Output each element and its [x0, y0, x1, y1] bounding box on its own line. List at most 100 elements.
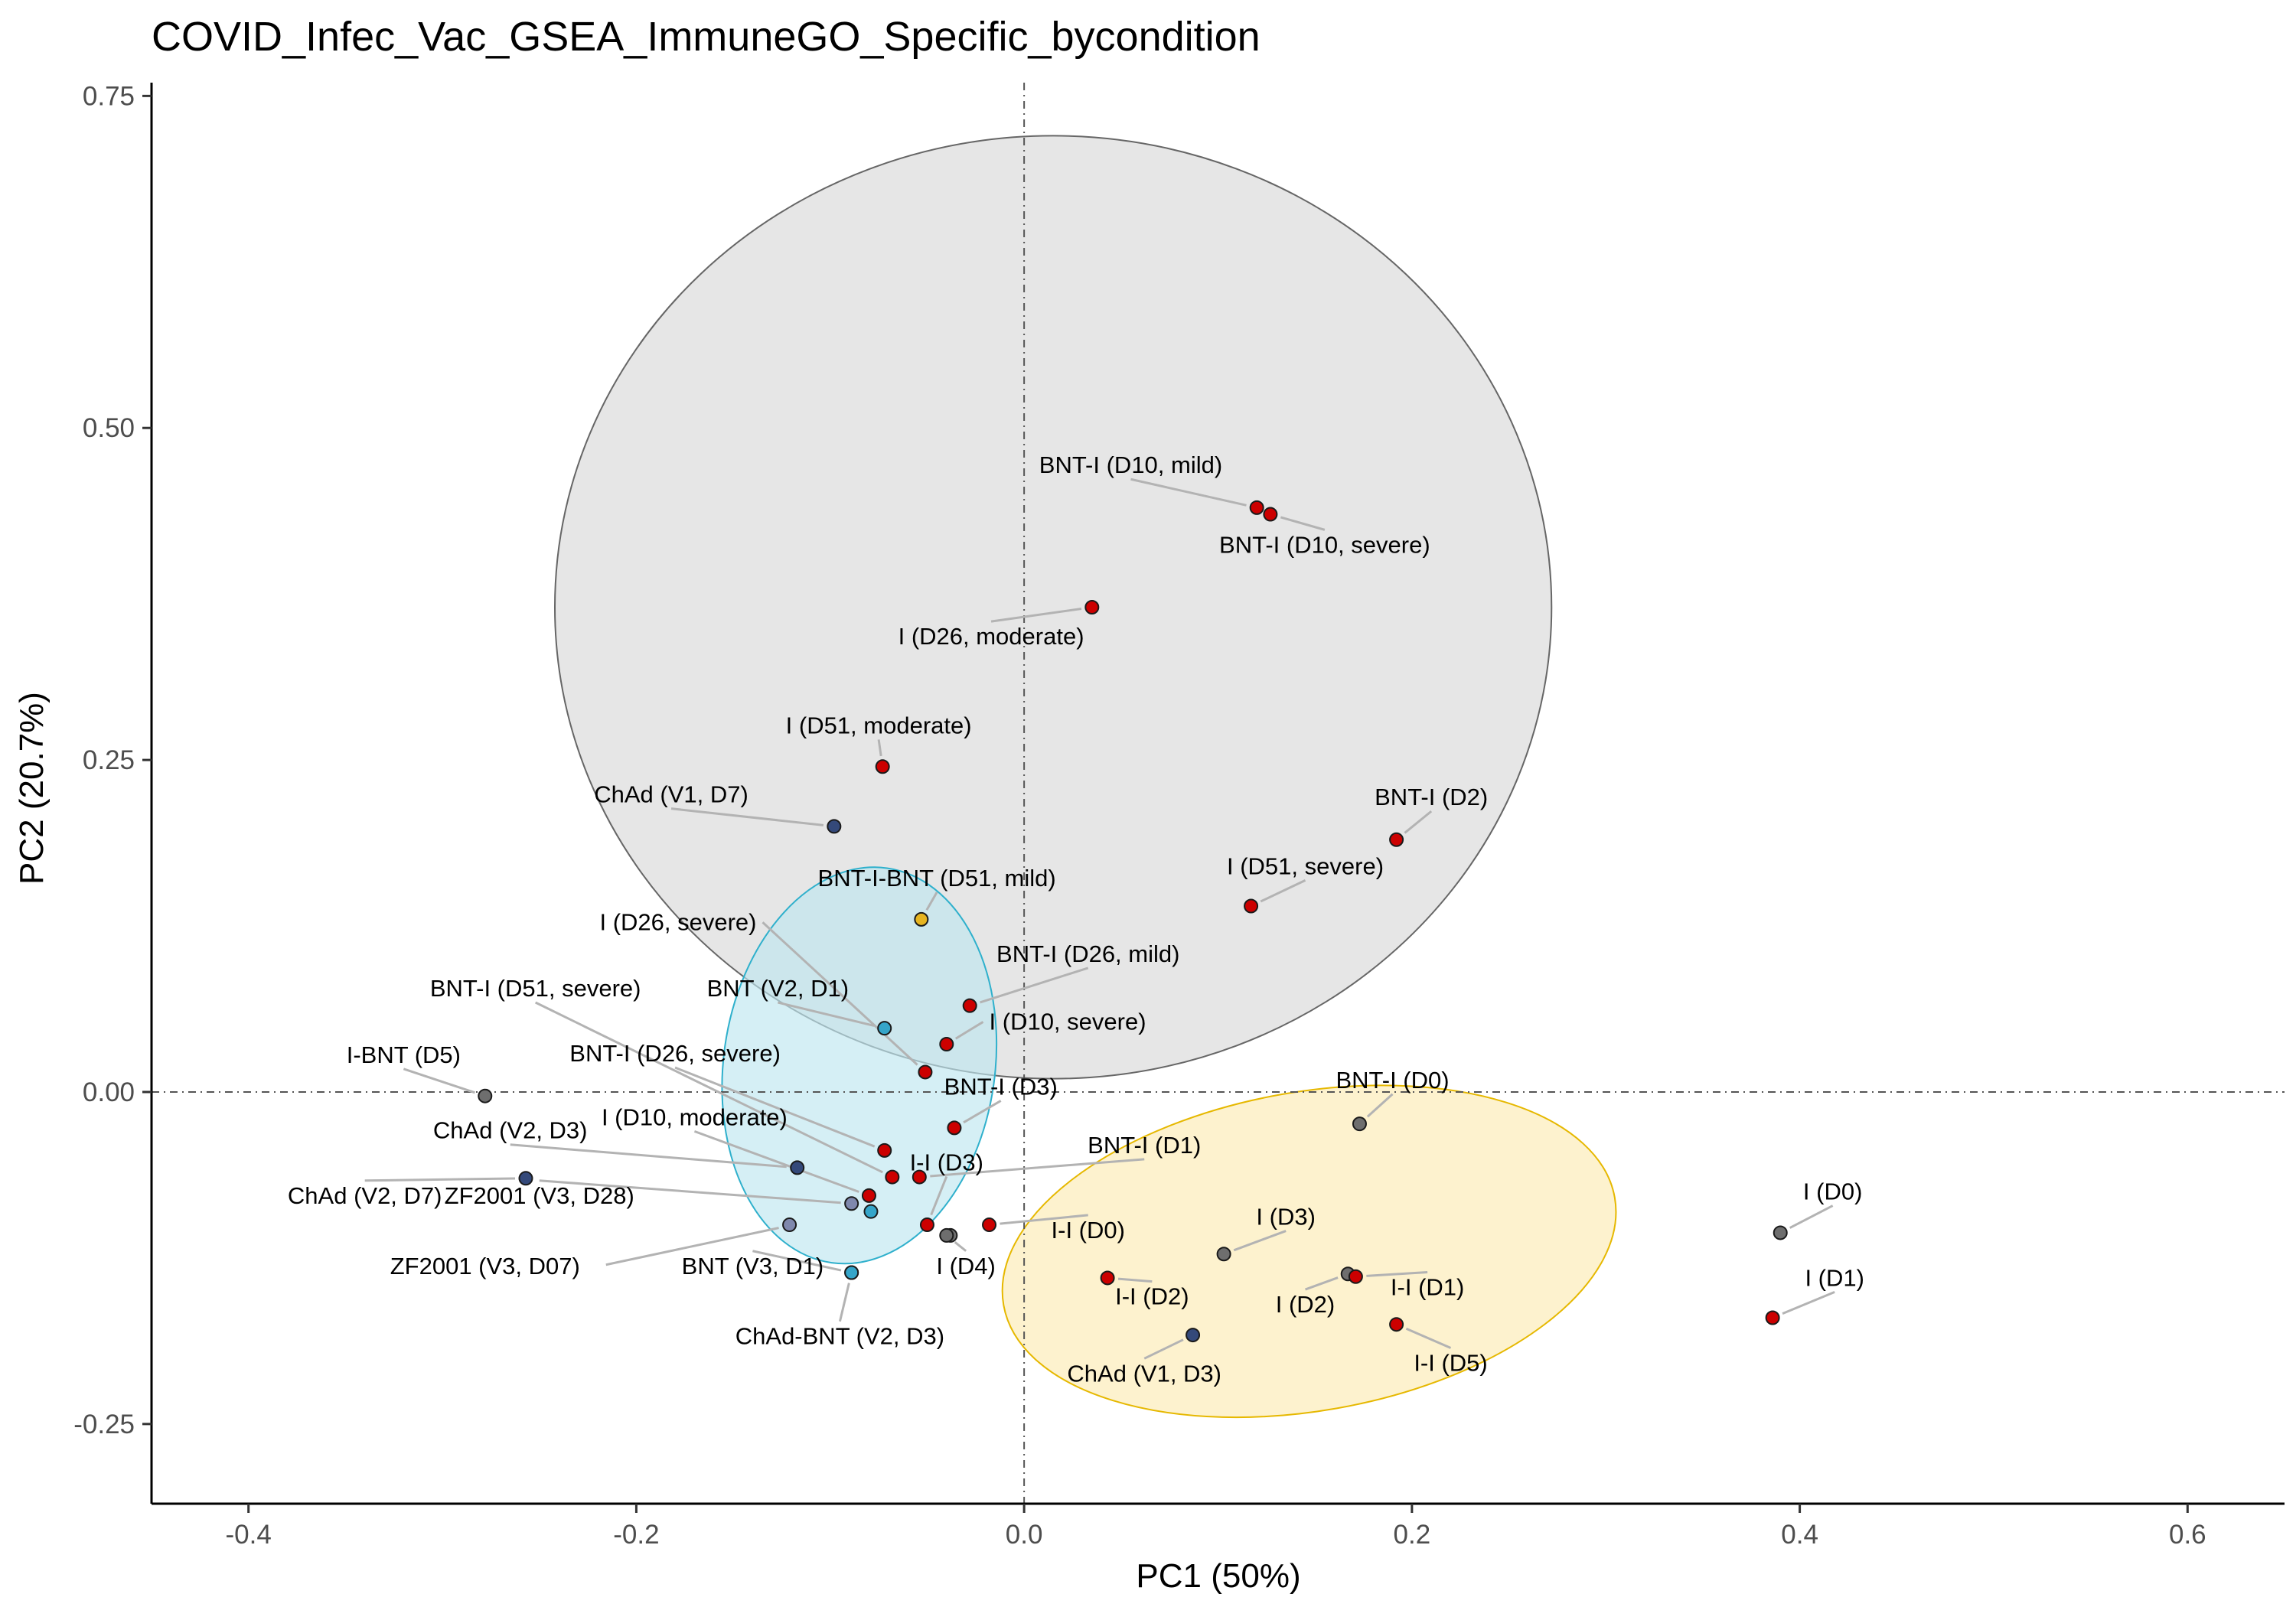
leader-line — [1117, 1277, 1153, 1283]
y-axis-title: PC2 (20.7%) — [13, 692, 51, 885]
data-point — [1263, 507, 1278, 522]
data-point — [478, 1088, 493, 1103]
leader-line — [930, 1158, 1145, 1178]
point-label: BNT (V2, D1) — [707, 975, 849, 1002]
y-tick-label: 0.00 — [83, 1077, 135, 1107]
data-point — [914, 911, 929, 927]
point-label: I (D3) — [1256, 1204, 1316, 1231]
leader-line — [539, 1179, 841, 1204]
data-point — [962, 998, 977, 1013]
x-tick-label: -0.2 — [613, 1520, 659, 1550]
point-label: I (D26, moderate) — [899, 623, 1084, 650]
x-tick-label: 0.6 — [2169, 1520, 2206, 1550]
group-ellipses — [553, 135, 1617, 1419]
leader-line — [674, 1066, 876, 1148]
leader-line — [990, 607, 1082, 623]
data-point — [939, 1037, 954, 1052]
point-label: I (D0) — [1803, 1178, 1863, 1205]
point-label: ZF2001 (V3, D28) — [445, 1182, 634, 1209]
x-tick-label: 0.2 — [1394, 1520, 1431, 1550]
data-point — [877, 1143, 892, 1158]
data-point — [861, 1188, 876, 1203]
point-label: BNT-I (D2) — [1375, 784, 1488, 810]
ellipse-yellow — [1001, 1084, 1617, 1419]
point-label: I (D4) — [936, 1253, 996, 1279]
data-point — [877, 1021, 892, 1036]
data-point — [919, 1217, 934, 1233]
point-label: I (D1) — [1805, 1264, 1864, 1291]
data-point — [1773, 1225, 1788, 1240]
leader-line — [980, 966, 1089, 1004]
data-point — [1084, 600, 1100, 615]
point-label: ChAd (V2, D7) — [288, 1182, 442, 1209]
point-label: ChAd (V1, D7) — [594, 781, 748, 808]
data-point — [982, 1217, 997, 1233]
point-label: ChAd (V2, D3) — [433, 1117, 588, 1144]
data-point — [1249, 500, 1264, 515]
x-tick-label: 0.4 — [1781, 1520, 1818, 1550]
data-point — [790, 1160, 805, 1175]
point-label: BNT-I (D1) — [1088, 1132, 1201, 1159]
leader-line — [1000, 1214, 1088, 1225]
point-label: ZF2001 (V3, D07) — [390, 1253, 580, 1279]
point-label: I (D51, severe) — [1227, 852, 1384, 879]
data-point — [1352, 1116, 1367, 1132]
data-points — [478, 500, 1788, 1343]
data-point — [912, 1169, 927, 1185]
data-point — [844, 1265, 859, 1280]
x-tick-label: -0.4 — [226, 1520, 272, 1550]
leader-line — [930, 1175, 948, 1216]
data-point — [1100, 1270, 1115, 1286]
data-point — [1216, 1247, 1231, 1262]
leader-line — [1789, 1204, 1834, 1229]
leader-line — [1130, 478, 1247, 507]
point-label: BNT-I (D10, mild) — [1039, 451, 1222, 478]
leader-line — [954, 1021, 984, 1040]
data-point — [844, 1196, 859, 1211]
leader-line — [877, 739, 882, 757]
data-point — [1389, 832, 1404, 847]
leader-line — [963, 1100, 1002, 1124]
x-tick-label: 0.0 — [1006, 1520, 1043, 1550]
data-point — [918, 1064, 933, 1080]
data-point — [885, 1169, 900, 1185]
chart-title: COVID_Infec_Vac_GSEA_ImmuneGO_Specific_b… — [152, 14, 1261, 60]
data-point — [782, 1217, 797, 1233]
y-tick-label: 0.75 — [83, 81, 135, 111]
point-label: I-BNT (D5) — [347, 1041, 461, 1068]
point-label: I (D10, severe) — [990, 1008, 1146, 1035]
data-point — [827, 819, 842, 834]
point-label: BNT-I (D0) — [1336, 1067, 1449, 1094]
point-label: BNT (V3, D1) — [682, 1253, 823, 1279]
point-label: BNT-I (D26, mild) — [996, 940, 1179, 967]
data-point — [1389, 1317, 1404, 1332]
point-label: I (D10, moderate) — [602, 1103, 788, 1130]
data-point — [1244, 898, 1259, 914]
leader-line — [605, 1227, 779, 1266]
point-label: I (D2) — [1276, 1291, 1336, 1318]
leader-line — [1782, 1290, 1835, 1315]
data-point — [518, 1171, 533, 1186]
leader-line — [1280, 516, 1326, 531]
leader-line — [752, 1250, 842, 1272]
data-point — [863, 1204, 879, 1219]
ellipse-grey — [553, 135, 1553, 1080]
leader-line — [364, 1177, 516, 1182]
data-point — [947, 1120, 962, 1136]
point-label: BNT-I-BNT (D51, mild) — [818, 865, 1056, 892]
axes: -0.4 -0.2 0.0 0.2 0.4 0.6 -0.25 0.00 0.25 0.50 0.7… — [73, 81, 2285, 1550]
leader-line — [838, 1283, 850, 1322]
y-tick-label: 0.50 — [83, 413, 135, 443]
data-point — [1765, 1310, 1780, 1325]
leader-line — [1304, 1276, 1339, 1291]
leader-line — [1143, 1338, 1184, 1360]
leader-line — [403, 1068, 475, 1094]
leader-line — [1405, 1327, 1452, 1349]
data-point — [939, 1227, 954, 1243]
leader-line — [778, 1001, 875, 1027]
data-point — [1186, 1328, 1201, 1343]
leader-line — [693, 1129, 859, 1193]
point-label: BNT-I (D3) — [944, 1073, 1058, 1100]
point-label: I-I (D2) — [1115, 1283, 1189, 1310]
